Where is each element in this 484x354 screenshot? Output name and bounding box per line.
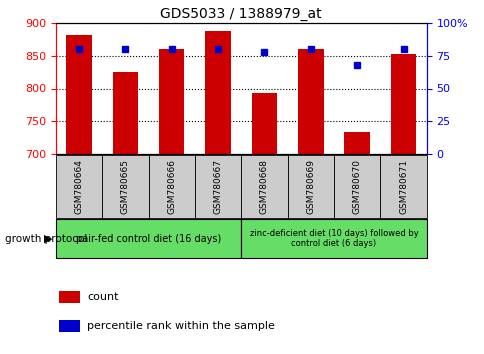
- Bar: [241, 219, 426, 258]
- Bar: [390, 55, 415, 154]
- Bar: [344, 132, 369, 154]
- Bar: [241, 155, 287, 218]
- Text: GSM780665: GSM780665: [121, 159, 130, 214]
- Text: count: count: [87, 292, 119, 302]
- Text: GSM780666: GSM780666: [167, 159, 176, 214]
- Text: zinc-deficient diet (10 days) followed by
control diet (6 days): zinc-deficient diet (10 days) followed b…: [249, 229, 418, 248]
- Bar: [195, 155, 241, 218]
- Bar: [66, 35, 91, 154]
- Text: ▶: ▶: [44, 234, 53, 244]
- Bar: [205, 31, 230, 154]
- Text: GSM780669: GSM780669: [306, 159, 315, 214]
- Bar: [112, 72, 138, 154]
- Bar: [56, 155, 102, 218]
- Title: GDS5033 / 1388979_at: GDS5033 / 1388979_at: [160, 7, 321, 21]
- Bar: [148, 155, 195, 218]
- Bar: [287, 155, 333, 218]
- Bar: [298, 49, 323, 154]
- Text: growth protocol: growth protocol: [5, 234, 87, 244]
- Bar: [379, 155, 426, 218]
- Bar: [56, 219, 241, 258]
- Bar: [333, 155, 379, 218]
- Text: GSM780667: GSM780667: [213, 159, 222, 214]
- Text: GSM780668: GSM780668: [259, 159, 269, 214]
- Bar: [251, 93, 277, 154]
- Text: percentile rank within the sample: percentile rank within the sample: [87, 321, 274, 331]
- Text: GSM780671: GSM780671: [398, 159, 407, 214]
- Bar: [60, 320, 80, 332]
- Text: pair-fed control diet (16 days): pair-fed control diet (16 days): [76, 234, 221, 244]
- Text: GSM780670: GSM780670: [352, 159, 361, 214]
- Bar: [159, 49, 184, 154]
- Bar: [60, 291, 80, 303]
- Text: GSM780664: GSM780664: [75, 159, 83, 214]
- Bar: [102, 155, 148, 218]
